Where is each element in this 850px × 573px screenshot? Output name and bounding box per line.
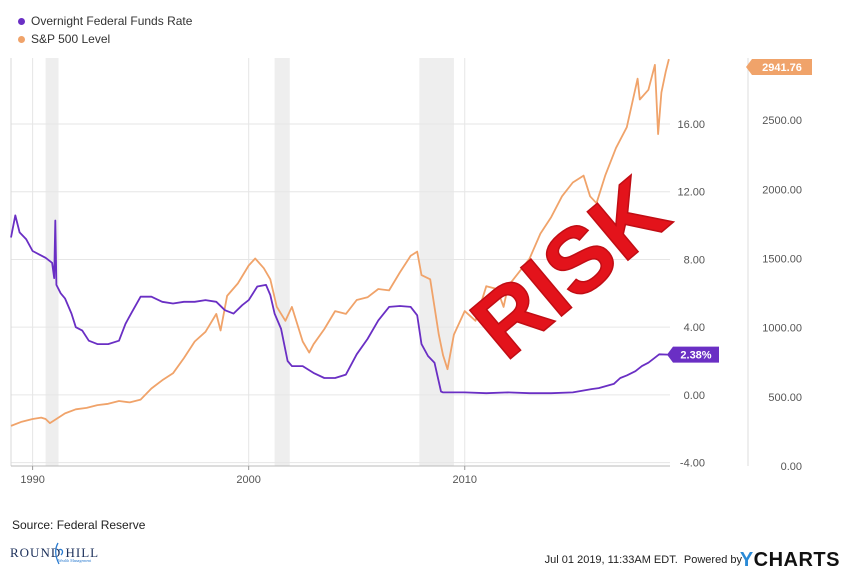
end-label-bg-1 xyxy=(746,59,812,75)
right-tick-4: 500.00 xyxy=(768,392,802,404)
legend: Overnight Federal Funds Rate S&P 500 Lev… xyxy=(18,12,192,48)
legend-item-sp500[interactable]: S&P 500 Level xyxy=(18,30,192,48)
end-label-bg-0 xyxy=(667,346,719,363)
left-tick-2: 8.00 xyxy=(684,254,705,266)
recession-band-1 xyxy=(274,58,290,466)
right-tick-3: 1000.00 xyxy=(762,323,802,335)
left-tick-5: -4.00 xyxy=(680,458,705,470)
left-tick-4: 0.00 xyxy=(684,390,705,402)
left-tick-0: 16.00 xyxy=(677,119,705,131)
timestamp: Jul 01 2019, 11:33AM EDT. xyxy=(544,554,678,566)
ycharts-y: Y xyxy=(739,549,754,571)
source-text: Source: Federal Reserve xyxy=(12,518,146,532)
logo-text: ROUND HILL xyxy=(10,545,99,560)
end-label-1: 2941.76 xyxy=(762,62,802,74)
x-tick-1: 2000 xyxy=(236,474,260,486)
end-label-0: 2.38% xyxy=(680,350,711,362)
timestamp-powered: Jul 01 2019, 11:33AM EDT. Powered by xyxy=(545,554,742,566)
round-hill-logo: ROUND HILL Wealth Management xyxy=(10,542,99,565)
ycharts-logo[interactable]: YCHARTS xyxy=(740,549,840,572)
recession-bands xyxy=(45,58,454,466)
series-line-0 xyxy=(10,214,668,395)
fed-funds-legend-label: Overnight Federal Funds Rate xyxy=(31,14,193,28)
left-tick-1: 12.00 xyxy=(677,187,705,199)
right-axis-ticks: 2500.00 2000.00 1500.00 1000.00 500.00 0.00 xyxy=(762,115,802,473)
left-axis-ticks: 16.00 12.00 8.00 4.00 0.00 -4.00 xyxy=(677,119,705,470)
logo-mark-icon xyxy=(55,542,64,565)
ycharts-rest: CHARTS xyxy=(753,549,840,571)
x-tick-2: 2010 xyxy=(452,474,476,486)
left-tick-3: 4.00 xyxy=(684,322,705,334)
legend-item-fed-funds[interactable]: Overnight Federal Funds Rate xyxy=(18,12,192,30)
right-tick-0: 2500.00 xyxy=(762,115,802,127)
powered-by: Powered by xyxy=(683,554,742,566)
sp500-legend-label: S&P 500 Level xyxy=(31,32,111,46)
x-tick-0: 1990 xyxy=(20,474,44,486)
recession-band-2 xyxy=(419,58,454,466)
right-tick-1: 2000.00 xyxy=(762,184,802,196)
gridlines xyxy=(11,58,670,466)
end-labels: 2.38% 2941.76 xyxy=(667,59,812,363)
series-lines xyxy=(10,58,670,427)
fed-funds-legend-dot xyxy=(18,17,25,25)
series-line-1 xyxy=(10,58,670,427)
sp500-legend-dot xyxy=(18,35,25,43)
right-tick-5: 0.00 xyxy=(781,461,802,473)
logo-subtitle: Wealth Management xyxy=(58,558,92,563)
x-axis-ticks: 1990 2000 2010 xyxy=(20,466,477,486)
right-tick-2: 1500.00 xyxy=(762,254,802,266)
